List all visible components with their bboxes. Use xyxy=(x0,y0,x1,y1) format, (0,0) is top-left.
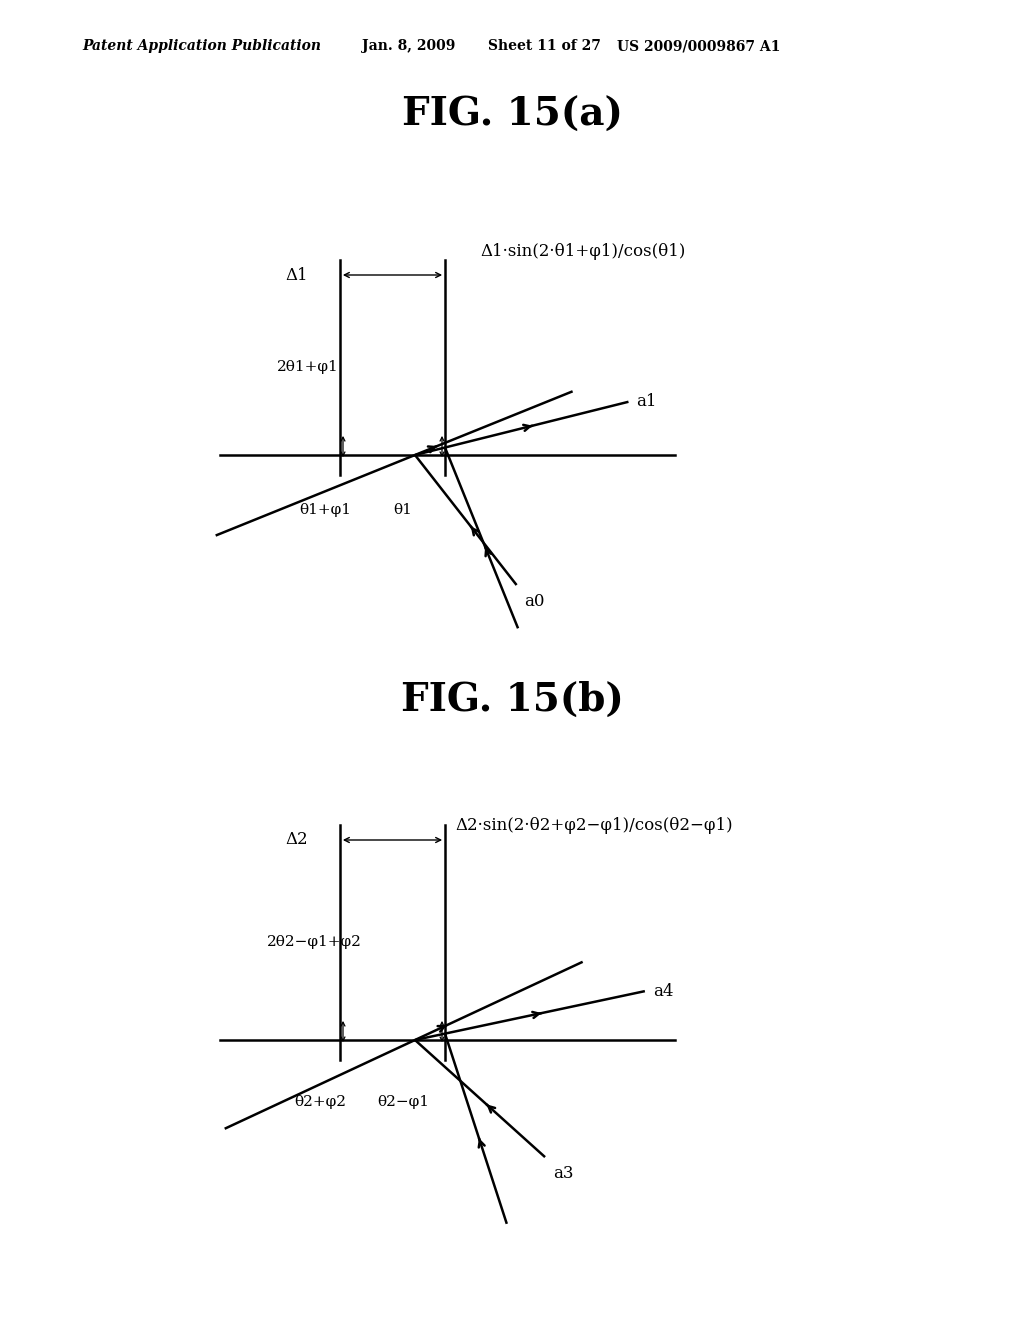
Text: a0: a0 xyxy=(524,593,545,610)
Text: US 2009/0009867 A1: US 2009/0009867 A1 xyxy=(617,40,780,53)
Text: 2θ2−φ1+φ2: 2θ2−φ1+φ2 xyxy=(267,935,361,949)
Text: Δ1·sin(2·θ1+φ1)/cos(θ1): Δ1·sin(2·θ1+φ1)/cos(θ1) xyxy=(480,243,685,260)
Text: 2θ1+φ1: 2θ1+φ1 xyxy=(278,360,339,374)
Text: a1: a1 xyxy=(637,393,657,411)
Text: Δ1: Δ1 xyxy=(285,267,307,284)
Text: FIG. 15(b): FIG. 15(b) xyxy=(400,681,624,719)
Text: a4: a4 xyxy=(653,982,674,999)
Text: θ1+φ1: θ1+φ1 xyxy=(299,503,351,517)
Text: a3: a3 xyxy=(553,1166,573,1183)
Text: Sheet 11 of 27: Sheet 11 of 27 xyxy=(488,40,601,53)
Text: Jan. 8, 2009: Jan. 8, 2009 xyxy=(362,40,456,53)
Text: θ1: θ1 xyxy=(393,503,413,517)
Text: θ2−φ1: θ2−φ1 xyxy=(377,1096,429,1109)
Text: Δ2: Δ2 xyxy=(285,832,307,849)
Text: Patent Application Publication: Patent Application Publication xyxy=(82,40,321,53)
Text: FIG. 15(a): FIG. 15(a) xyxy=(401,96,623,135)
Text: Δ2·sin(2·θ2+φ2−φ1)/cos(θ2−φ1): Δ2·sin(2·θ2+φ2−φ1)/cos(θ2−φ1) xyxy=(455,817,732,833)
Text: θ2+φ2: θ2+φ2 xyxy=(294,1096,346,1109)
